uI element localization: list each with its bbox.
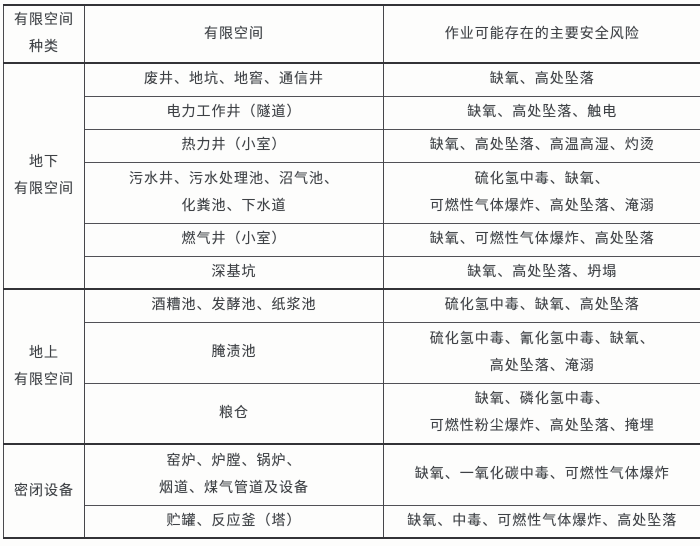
space-text: 热力井（小室）	[181, 138, 287, 153]
risk-cell: 缺氧、高处坠落、触电	[383, 95, 700, 129]
header-text: 有限空间	[204, 26, 264, 42]
table-row: 密闭设备 窑炉、炉膛、锅炉、 烟道、煤气管道及设备 缺氧、一氧化碳中毒、可燃性气…	[3, 443, 700, 538]
risk-cell: 缺氧、一氧化碳中毒、可燃性气体爆炸	[383, 443, 700, 505]
risk-text: 可燃性粉尘爆炸、高处坠落、掩埋	[429, 419, 655, 435]
risk-text: 缺氧、一氧化碳中毒、可燃性气体爆炸	[414, 467, 670, 483]
risk-cell: 缺氧、可燃性气体爆炸、高处坠落	[383, 222, 700, 256]
table-row: 电力工作井（隧道） 缺氧、高处坠落、触电	[4, 95, 700, 129]
space-text: 窑炉、炉膛、锅炉、	[166, 453, 302, 469]
group-label: 密闭设备	[14, 483, 74, 499]
space-text: 废井、地坑、地窖、通信井	[144, 72, 324, 88]
risk-text: 高处坠落、淹溺	[489, 358, 595, 374]
table-row: 贮罐、反应釜（塔） 缺氧、中毒、可燃性气体爆炸、高处坠落	[4, 504, 700, 538]
table-row: 粮仓 缺氧、磷化氢中毒、 可燃性粉尘爆炸、高处坠落、掩埋	[4, 382, 700, 444]
space-text: 污水井、污水处理池、沼气池、	[129, 171, 339, 187]
risk-text: 硫化氢中毒、缺氧、	[474, 171, 610, 187]
space-cell: 深基坑	[84, 255, 384, 289]
risk-cell: 缺氧、高处坠落	[383, 62, 700, 96]
risk-text: 缺氧、可燃性气体爆炸、高处坠落	[429, 232, 655, 247]
group-label-cell: 密闭设备	[3, 443, 85, 538]
header-cell-category: 有限空间 种类	[3, 5, 85, 64]
risk-text: 可燃性气体爆炸、高处坠落、淹溺	[429, 198, 655, 214]
group-label: 有限空间	[14, 182, 74, 197]
space-text: 酒糟池、发酵池、纸浆池	[151, 298, 317, 314]
table-row: 地下 有限空间 废井、地坑、地窖、通信井 缺氧、高处坠落	[3, 62, 700, 289]
risk-text: 缺氧、高处坠落、高温高湿、灼烫	[429, 138, 655, 153]
space-cell: 电力工作井（隧道）	[84, 95, 384, 129]
space-text: 深基坑	[211, 264, 257, 280]
risk-text: 缺氧、高处坠落、触电	[467, 105, 618, 120]
risk-cell: 缺氧、高处坠落、坍塌	[383, 255, 700, 289]
space-cell: 热力井（小室）	[84, 128, 384, 162]
space-cell: 废井、地坑、地窖、通信井	[84, 62, 384, 96]
space-cell: 贮罐、反应釜（塔）	[84, 504, 384, 538]
space-text: 化粪池、下水道	[181, 198, 287, 214]
space-cell: 酒糟池、发酵池、纸浆池	[84, 288, 384, 322]
space-text: 燃气井（小室）	[181, 232, 287, 247]
risk-text: 缺氧、中毒、可燃性气体爆炸、高处坠落	[407, 513, 678, 529]
header-cell-risk: 作业可能存在的主要安全风险	[383, 5, 700, 64]
space-cell: 燃气井（小室）	[84, 222, 384, 256]
space-cell: 污水井、污水处理池、沼气池、 化粪池、下水道	[84, 161, 384, 223]
header-row: 有限空间 种类 有限空间 作业可能存在的主要安全风险	[3, 5, 700, 64]
header-text: 作业可能存在的主要安全风险	[444, 26, 640, 42]
risk-text: 缺氧、高处坠落	[489, 72, 595, 88]
table-row: 地上 有限空间 酒糟池、发酵池、纸浆池 硫化氢中毒、缺氧、高处坠落	[3, 288, 700, 444]
risk-cell: 缺氧、中毒、可燃性气体爆炸、高处坠落	[383, 504, 700, 538]
risk-text: 缺氧、高处坠落、坍塌	[467, 264, 618, 280]
space-cell: 窑炉、炉膛、锅炉、 烟道、煤气管道及设备	[84, 443, 384, 505]
risk-cell: 缺氧、高处坠落、高温高湿、灼烫	[383, 128, 700, 162]
space-cell: 粮仓	[84, 382, 384, 444]
group-label-cell: 地下 有限空间	[3, 62, 85, 289]
space-text: 烟道、煤气管道及设备	[159, 480, 309, 496]
risk-text: 硫化氢中毒、缺氧、高处坠落	[444, 298, 640, 314]
table-row: 热力井（小室） 缺氧、高处坠落、高温高湿、灼烫	[4, 128, 700, 162]
space-text: 电力工作井（隧道）	[166, 105, 302, 120]
table-row: 燃气井（小室） 缺氧、可燃性气体爆炸、高处坠落	[4, 222, 700, 256]
confined-space-risk-table: 有限空间 种类 有限空间 作业可能存在的主要安全风险 地下 有限空间 废井、地坑…	[3, 4, 700, 539]
space-cell: 腌渍池	[84, 321, 384, 383]
risk-cell: 缺氧、磷化氢中毒、 可燃性粉尘爆炸、高处坠落、掩埋	[383, 382, 700, 444]
table-row: 污水井、污水处理池、沼气池、 化粪池、下水道 硫化氢中毒、缺氧、 可燃性气体爆炸…	[4, 161, 700, 223]
space-text: 贮罐、反应釜（塔）	[166, 513, 302, 529]
space-text: 粮仓	[219, 405, 249, 421]
group-label: 有限空间	[14, 372, 74, 388]
group-label: 地下	[29, 155, 59, 170]
header-cell-space: 有限空间	[84, 5, 384, 64]
space-text: 腌渍池	[211, 345, 257, 360]
table-row: 深基坑 缺氧、高处坠落、坍塌	[4, 255, 700, 289]
table-row: 腌渍池 硫化氢中毒、氰化氢中毒、缺氧、 高处坠落、淹溺	[4, 321, 700, 383]
header-text: 种类	[29, 40, 59, 55]
risk-text: 缺氧、磷化氢中毒、	[474, 392, 610, 408]
risk-text: 硫化氢中毒、氰化氢中毒、缺氧、	[429, 331, 655, 347]
risk-cell: 硫化氢中毒、氰化氢中毒、缺氧、 高处坠落、淹溺	[383, 321, 700, 383]
group-label: 地上	[29, 345, 59, 361]
risk-cell: 硫化氢中毒、缺氧、 可燃性气体爆炸、高处坠落、淹溺	[383, 161, 700, 223]
header-text: 有限空间	[14, 13, 74, 28]
risk-cell: 硫化氢中毒、缺氧、高处坠落	[383, 288, 700, 322]
group-label-cell: 地上 有限空间	[3, 288, 85, 444]
